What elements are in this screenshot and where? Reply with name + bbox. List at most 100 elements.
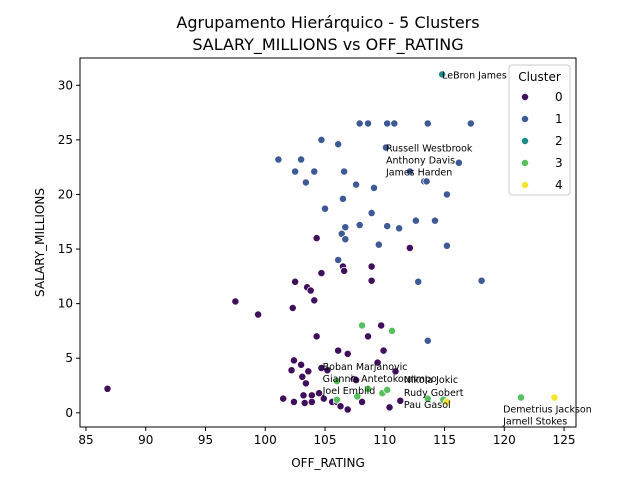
legend: Cluster 0 1 2 3 4: [508, 64, 571, 196]
data-point-cluster-0: [315, 389, 323, 398]
data-point-cluster-1: [442, 190, 451, 199]
player-annotation: LeBron James: [442, 70, 507, 81]
player-annotation: Nikola Jokic: [404, 375, 458, 386]
data-point-cluster-0: [317, 269, 326, 278]
data-point-cluster-0: [373, 358, 382, 367]
data-point-cluster-1: [374, 240, 383, 249]
data-point-cluster-0: [377, 321, 386, 330]
data-point-cluster-0: [297, 360, 306, 369]
data-point-cluster-0: [298, 372, 307, 381]
data-point-cluster-0: [289, 356, 298, 365]
data-point-cluster-1: [291, 167, 300, 176]
y-axis: 0 5 10 15 20 25 30: [58, 78, 80, 420]
data-point-cluster-0: [299, 391, 308, 400]
data-point-cluster-0: [391, 367, 400, 376]
data-point-cluster-0: [279, 394, 288, 403]
data-point-cluster-1: [383, 222, 392, 231]
data-point-cluster-0: [340, 266, 349, 275]
y-tick-label: 30: [58, 78, 73, 92]
data-point-cluster-1: [422, 177, 431, 186]
player-annotation: Jarnell Stokes: [502, 416, 567, 427]
data-point-cluster-1: [341, 223, 350, 232]
data-point-cluster-1: [423, 336, 432, 345]
data-point-cluster-0: [385, 403, 394, 412]
y-tick-label: 25: [58, 133, 73, 147]
y-tick-label: 15: [58, 242, 73, 256]
data-point-cluster-2: [438, 70, 447, 79]
player-annotation: Anthony Davis: [386, 156, 455, 167]
data-point-cluster-1: [454, 158, 463, 167]
data-point-cluster-1: [274, 155, 283, 164]
data-point-cluster-0: [323, 366, 332, 375]
data-point-cluster-3: [387, 326, 396, 335]
data-point-cluster-1: [367, 209, 376, 217]
data-point-cluster-0: [367, 276, 376, 285]
data-point-cluster-1: [364, 119, 372, 128]
chart-subtitle: SALARY_MILLIONS vs OFF_RATING: [192, 35, 463, 55]
player-annotation: Joel Embiid: [322, 386, 376, 397]
data-point-cluster-0: [288, 304, 297, 312]
data-point-cluster-1: [340, 167, 349, 176]
data-point-cluster-0: [289, 397, 298, 406]
data-point-cluster-1: [382, 143, 390, 152]
data-point-cluster-1: [352, 180, 361, 189]
data-point-cluster-3: [383, 385, 392, 394]
x-tick-label: 95: [198, 433, 213, 447]
data-point-cluster-0: [379, 346, 388, 355]
x-tick-label: 90: [138, 433, 153, 447]
x-tick-label: 85: [78, 433, 93, 447]
data-point-cluster-0: [364, 332, 372, 341]
x-tick-label: 100: [254, 433, 277, 447]
data-point-cluster-1: [337, 229, 346, 238]
data-point-cluster-0: [343, 405, 352, 414]
data-point-cluster-4: [550, 393, 559, 402]
legend-label: 1: [555, 112, 563, 126]
data-point-cluster-0: [312, 332, 321, 341]
data-point-cluster-1: [466, 119, 475, 128]
data-point-cluster-0: [396, 396, 405, 405]
data-point-cluster-1: [414, 277, 423, 286]
data-point-cluster-3: [333, 395, 341, 404]
data-point-cluster-0: [287, 366, 296, 375]
data-point-cluster-1: [383, 119, 392, 128]
data-point-cluster-1: [405, 167, 414, 176]
data-point-cluster-3: [423, 394, 432, 403]
y-tick-label: 5: [65, 351, 73, 365]
data-point-cluster-1: [301, 178, 310, 187]
data-point-cluster-1: [411, 216, 420, 225]
player-annotation: Boban Marjanovic: [323, 362, 408, 373]
player-annotation: Rudy Gobert: [404, 388, 464, 399]
data-point-cluster-0: [352, 376, 361, 385]
data-point-cluster-0: [310, 296, 319, 305]
legend-label: 4: [555, 178, 563, 192]
data-point-cluster-1: [423, 119, 432, 128]
data-point-cluster-0: [334, 346, 343, 355]
x-axis-label: OFF_RATING: [291, 456, 365, 470]
data-point-cluster-0: [301, 379, 310, 388]
data-point-cluster-1: [355, 221, 364, 229]
data-point-cluster-0: [307, 391, 316, 400]
data-point-cluster-0: [231, 297, 240, 306]
data-point-cluster-1: [442, 241, 451, 250]
y-tick-label: 10: [58, 297, 73, 311]
legend-marker: [521, 93, 529, 101]
x-tick-label: 120: [493, 433, 516, 447]
data-point-cluster-4: [442, 397, 451, 406]
player-annotation: Demetrius Jackson: [503, 404, 592, 415]
data-point-cluster-0: [306, 286, 315, 295]
data-point-cluster-0: [358, 397, 367, 406]
y-tick-label: 0: [65, 406, 73, 420]
data-point-cluster-3: [358, 321, 367, 330]
plot-frame: [79, 57, 577, 428]
legend-title: Cluster: [518, 70, 561, 84]
data-point-cluster-1: [370, 183, 378, 192]
player-annotation: Pau Gasol: [404, 400, 451, 411]
data-point-cluster-1: [334, 256, 343, 264]
data-point-cluster-1: [477, 276, 486, 285]
legend-box: [508, 64, 571, 196]
data-point-cluster-3: [364, 384, 372, 393]
data-point-cluster-0: [319, 394, 328, 403]
data-point-cluster-3: [517, 393, 525, 402]
player-annotation: Giannis Antetokounmpo: [323, 374, 437, 385]
